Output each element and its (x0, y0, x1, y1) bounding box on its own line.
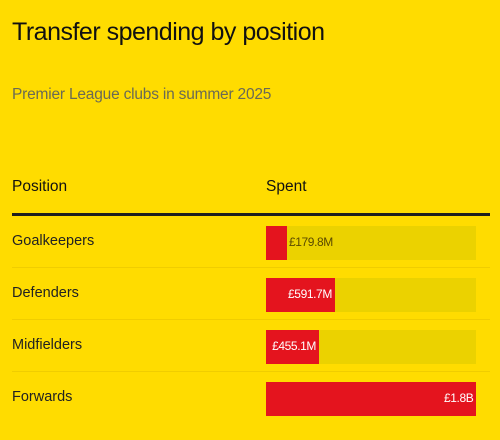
column-header-spent: Spent (266, 178, 307, 195)
category-label: Midfielders (12, 337, 83, 353)
bar-track: £455.1M (266, 330, 476, 364)
bar (266, 330, 320, 364)
bar-track: £1.8B (266, 382, 476, 416)
table-row: Forwards £1.8B (12, 372, 490, 423)
table-row: Goalkeepers £179.8M (12, 216, 490, 268)
bar-track: £179.8M (266, 226, 476, 260)
bar (266, 382, 476, 416)
category-label: Defenders (12, 285, 79, 301)
category-label: Forwards (12, 389, 73, 405)
chart-title: Transfer spending by position (12, 18, 325, 46)
bar-value-label: £591.7M (288, 287, 332, 301)
bar-rows: Goalkeepers £179.8M Defenders £591.7M Midfie… (12, 216, 490, 423)
category-label: Goalkeepers (12, 233, 95, 249)
bar-value-label: £455.1M (272, 339, 316, 353)
column-header-position: Position (12, 178, 68, 195)
header-divider (12, 213, 490, 216)
chart-subtitle: Premier League clubs in summer 2025 (12, 86, 272, 103)
bar-track: £591.7M (266, 278, 476, 312)
table-header: Position Spent (12, 170, 490, 210)
table-row: Defenders £591.7M (12, 268, 490, 320)
bar (266, 278, 336, 312)
table-row: Midfielders £455.1M (12, 320, 490, 372)
bar-value-label: £1.8B (444, 391, 474, 405)
bar-value-label: £179.8M (288, 235, 333, 249)
bar (266, 226, 287, 260)
